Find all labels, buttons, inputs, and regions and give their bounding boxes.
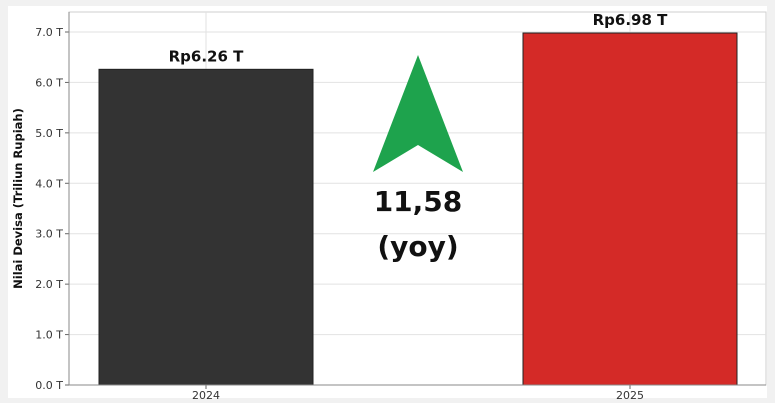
bar-2024 bbox=[98, 68, 314, 386]
y-tick-label: 2.0 T bbox=[35, 278, 63, 291]
bars: Rp6.26 T Rp6.98 T bbox=[98, 11, 738, 386]
y-tick-label: 7.0 T bbox=[35, 26, 63, 39]
x-tick-label: 2025 bbox=[616, 389, 644, 402]
axes: 0.0 T 1.0 T 2.0 T 3.0 T 4.0 T 5.0 T 6.0 T 7.0 T… bbox=[35, 12, 766, 402]
yoy-value: 11,58 bbox=[374, 185, 463, 218]
y-tick-label: 6.0 T bbox=[35, 76, 63, 89]
x-tick-label: 2024 bbox=[192, 389, 220, 402]
yoy-label: (yoy) bbox=[377, 230, 458, 263]
bar-2025 bbox=[522, 32, 738, 386]
y-tick-label: 0.0 T bbox=[35, 379, 63, 392]
up-arrow-icon bbox=[373, 55, 463, 172]
y-tick-label: 1.0 T bbox=[35, 329, 63, 342]
bar-data-label: Rp6.26 T bbox=[169, 47, 245, 65]
y-tick-label: 5.0 T bbox=[35, 127, 63, 140]
y-axis-title: Nilai Devisa (Triliun Rupiah) bbox=[11, 108, 25, 289]
y-tick-label: 3.0 T bbox=[35, 228, 63, 241]
yoy-annotation: 11,58 (yoy) bbox=[373, 55, 463, 263]
bar-data-label: Rp6.98 T bbox=[593, 11, 669, 29]
y-tick-label: 4.0 T bbox=[35, 177, 63, 190]
